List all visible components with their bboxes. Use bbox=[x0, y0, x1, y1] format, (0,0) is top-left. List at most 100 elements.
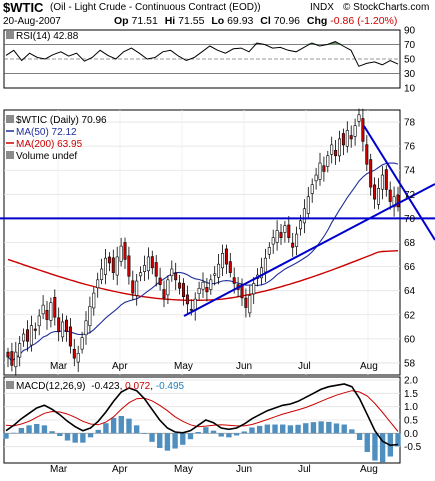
candle-body bbox=[166, 279, 170, 296]
price-tick-label: 62 bbox=[404, 310, 416, 321]
candle-body bbox=[361, 118, 365, 142]
macd-histogram-bar bbox=[233, 433, 240, 436]
candle bbox=[84, 311, 88, 345]
candle bbox=[349, 125, 353, 148]
candle bbox=[107, 252, 111, 272]
macd-histogram-bar bbox=[164, 433, 171, 451]
price-tick-label: 74 bbox=[404, 166, 416, 177]
candle bbox=[295, 226, 299, 256]
candle bbox=[162, 280, 166, 308]
candle-body bbox=[150, 256, 154, 269]
x-label-month-price: Aug bbox=[360, 361, 378, 372]
candle-body bbox=[259, 267, 263, 279]
macd-histogram-bar bbox=[395, 433, 401, 447]
candle bbox=[135, 273, 139, 306]
candle bbox=[259, 257, 263, 286]
low-label: Lo bbox=[211, 15, 225, 27]
candle-body bbox=[10, 351, 14, 366]
candle-body bbox=[119, 245, 123, 262]
candle bbox=[174, 262, 178, 291]
candle-body bbox=[376, 187, 380, 205]
ma200-line bbox=[7, 250, 399, 301]
high-value: 71.55 bbox=[178, 15, 205, 27]
macd-histogram-bar bbox=[141, 433, 148, 434]
candle-body bbox=[334, 149, 338, 157]
candle-body bbox=[107, 256, 111, 264]
candle bbox=[115, 246, 119, 286]
candle-body bbox=[170, 268, 174, 277]
macd-histogram-bar bbox=[95, 429, 101, 434]
candle-body bbox=[37, 315, 41, 327]
candle bbox=[318, 152, 322, 186]
macd-histogram-bar bbox=[341, 424, 347, 434]
candle-body bbox=[131, 280, 135, 294]
candle bbox=[209, 274, 213, 295]
candle bbox=[361, 108, 365, 152]
x-label-month: Mar bbox=[50, 464, 68, 475]
candle bbox=[213, 266, 217, 286]
macd-histogram-bar bbox=[10, 432, 17, 434]
candle-body bbox=[178, 282, 182, 289]
candle-body bbox=[115, 256, 119, 276]
candle-body bbox=[240, 283, 244, 299]
macd-histogram-bar bbox=[333, 423, 340, 434]
x-axis-labels: Mar Mar Apr Apr May May Jun Jun Jul Jul Aug Aug bbox=[50, 361, 378, 475]
candle-body bbox=[341, 133, 345, 146]
candle-body bbox=[248, 295, 252, 314]
candle bbox=[291, 232, 295, 257]
chart-description: (Oil - Light Crude - Continuous Contract… bbox=[50, 2, 261, 13]
legend-price: $WTIC (Daily) 70.96 bbox=[16, 115, 107, 126]
macd-legend-swatch bbox=[6, 381, 14, 389]
candle-body bbox=[45, 310, 49, 320]
candle-body bbox=[88, 306, 92, 327]
candle-body bbox=[158, 277, 162, 285]
candle-body bbox=[49, 302, 53, 321]
candle-body bbox=[345, 130, 349, 147]
candle-body bbox=[271, 237, 275, 245]
candle-body bbox=[197, 287, 201, 294]
candle-body bbox=[392, 196, 396, 208]
macd-histogram-bar bbox=[372, 433, 378, 461]
change-label: Chg bbox=[306, 15, 328, 27]
candle-body bbox=[182, 283, 186, 298]
macd-histogram-bar bbox=[18, 428, 25, 434]
candle bbox=[119, 237, 123, 267]
x-label-month-price: Jul bbox=[298, 361, 311, 372]
candle bbox=[150, 250, 154, 275]
candle-body bbox=[25, 329, 29, 342]
macd-histogram-bar bbox=[264, 424, 271, 434]
candle bbox=[185, 285, 189, 314]
candle bbox=[326, 150, 330, 173]
candle bbox=[384, 165, 388, 197]
price-tick-label: 58 bbox=[404, 358, 416, 369]
rsi-tick-label: 70 bbox=[404, 40, 416, 51]
candle-body bbox=[221, 253, 225, 269]
candle-body bbox=[365, 144, 369, 165]
change-value: -0.86 (-1.20%) bbox=[330, 15, 398, 27]
x-label-month-price: May bbox=[174, 361, 193, 372]
candle-body bbox=[224, 248, 228, 265]
candle bbox=[376, 178, 380, 210]
candle-body bbox=[143, 265, 147, 272]
candle-body bbox=[22, 333, 26, 342]
candle bbox=[201, 272, 205, 298]
macd-histogram-bar bbox=[110, 417, 117, 434]
candle bbox=[205, 277, 209, 302]
candle-body bbox=[68, 326, 72, 347]
macd-tick-label: 2.0 bbox=[404, 376, 418, 387]
candle-body bbox=[388, 189, 392, 202]
candle bbox=[345, 121, 349, 153]
candle-body bbox=[318, 162, 322, 180]
candle bbox=[271, 229, 275, 254]
macd-histogram-bar bbox=[172, 433, 178, 449]
candle bbox=[182, 278, 186, 306]
macd-histogram-bar bbox=[87, 433, 94, 438]
macd-legend-label: MACD(12,26,9) bbox=[16, 381, 85, 392]
macd-tick-label: 0.0 bbox=[404, 429, 418, 440]
candle bbox=[330, 136, 334, 164]
candle-body bbox=[337, 138, 341, 157]
candle bbox=[244, 288, 248, 318]
candle-body bbox=[287, 224, 291, 238]
candle-body bbox=[213, 273, 217, 276]
